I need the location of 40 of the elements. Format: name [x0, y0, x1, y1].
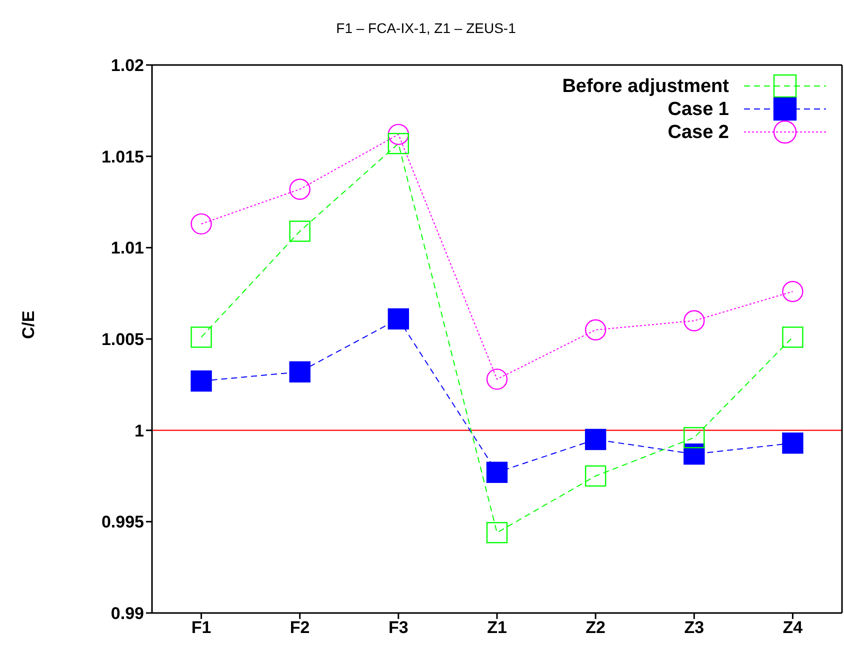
point [190, 213, 212, 235]
point [486, 368, 508, 390]
y-tick-label: 1.01 [110, 238, 144, 258]
point [684, 443, 705, 465]
point [584, 465, 606, 487]
point [584, 319, 606, 340]
legend-label: Case 2 [668, 122, 729, 143]
point [782, 280, 804, 302]
x-tick-label: Z1 [487, 618, 507, 638]
point [388, 124, 410, 146]
point [584, 428, 606, 450]
point [190, 370, 212, 392]
y-tick-label: 0.995 [101, 512, 144, 532]
point [486, 462, 508, 483]
point [190, 326, 212, 348]
y-axis-title: C/E [19, 310, 38, 339]
x-tick-label: Z4 [782, 618, 804, 638]
point [289, 178, 310, 200]
point [388, 308, 410, 330]
x-tick-label: F2 [290, 618, 310, 638]
y-tick-label: 1 [134, 421, 144, 440]
legend-label: Case 1 [668, 99, 730, 120]
point [782, 432, 804, 454]
x-tick-label: F1 [191, 618, 212, 638]
legend-label: Before adjustment [562, 76, 730, 97]
y-tick-label: 1.02 [110, 56, 144, 76]
point [388, 132, 410, 154]
chart-title: F1 – FCA-IX-1, Z1 – ZEUS-1 [335, 20, 517, 36]
y-tick-label: 1.005 [101, 330, 144, 350]
x-tick-label: Z3 [684, 618, 704, 638]
point [486, 522, 508, 544]
x-tick-label: Z2 [586, 618, 606, 638]
y-tick-label: 1.015 [101, 147, 144, 166]
point [289, 361, 310, 382]
point [684, 310, 705, 332]
point [782, 326, 804, 348]
point [289, 220, 310, 242]
y-tick-label: 0.99 [110, 604, 144, 624]
point [684, 427, 705, 448]
x-tick-label: F3 [388, 618, 408, 638]
